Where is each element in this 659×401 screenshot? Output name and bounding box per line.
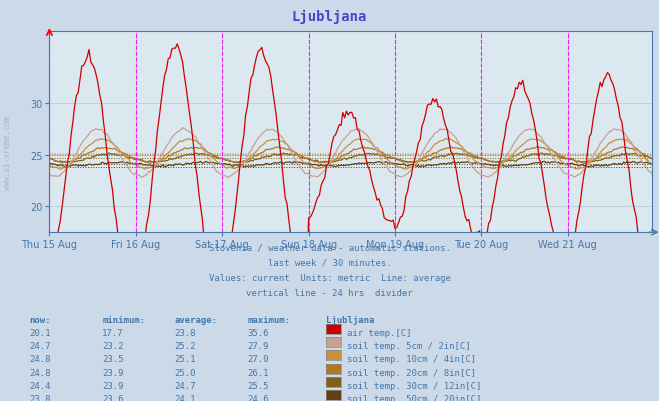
Text: soil temp. 30cm / 12in[C]: soil temp. 30cm / 12in[C]: [347, 381, 482, 390]
Text: 27.0: 27.0: [247, 354, 269, 363]
Text: 24.8: 24.8: [30, 354, 51, 363]
Text: 23.9: 23.9: [102, 368, 124, 377]
Text: 23.9: 23.9: [102, 381, 124, 390]
Text: 25.5: 25.5: [247, 381, 269, 390]
Text: 24.7: 24.7: [175, 381, 196, 390]
Text: Ljubljana: Ljubljana: [292, 10, 367, 24]
Text: 25.1: 25.1: [175, 354, 196, 363]
Text: average:: average:: [175, 315, 217, 324]
Text: soil temp. 50cm / 20in[C]: soil temp. 50cm / 20in[C]: [347, 394, 482, 401]
Text: 25.0: 25.0: [175, 368, 196, 377]
Text: 26.1: 26.1: [247, 368, 269, 377]
Text: 24.7: 24.7: [30, 341, 51, 350]
Text: www.si-vreme.com: www.si-vreme.com: [3, 115, 13, 189]
Text: 27.9: 27.9: [247, 341, 269, 350]
Text: vertical line - 24 hrs  divider: vertical line - 24 hrs divider: [246, 288, 413, 297]
Text: last week / 30 minutes.: last week / 30 minutes.: [268, 258, 391, 267]
Text: 23.8: 23.8: [30, 394, 51, 401]
Text: 24.6: 24.6: [247, 394, 269, 401]
Text: Values: current  Units: metric  Line: average: Values: current Units: metric Line: aver…: [208, 273, 451, 282]
Text: now:: now:: [30, 315, 51, 324]
Text: 17.7: 17.7: [102, 328, 124, 337]
Text: 23.2: 23.2: [102, 341, 124, 350]
Text: 23.6: 23.6: [102, 394, 124, 401]
Text: maximum:: maximum:: [247, 315, 290, 324]
Text: air temp.[C]: air temp.[C]: [347, 328, 412, 337]
Text: soil temp. 5cm / 2in[C]: soil temp. 5cm / 2in[C]: [347, 341, 471, 350]
Text: Slovenia / weather data - automatic stations.: Slovenia / weather data - automatic stat…: [208, 243, 451, 251]
Text: Ljubljana: Ljubljana: [326, 315, 374, 324]
Text: soil temp. 20cm / 8in[C]: soil temp. 20cm / 8in[C]: [347, 368, 476, 377]
Text: 20.1: 20.1: [30, 328, 51, 337]
Text: 24.1: 24.1: [175, 394, 196, 401]
Text: 35.6: 35.6: [247, 328, 269, 337]
Text: soil temp. 10cm / 4in[C]: soil temp. 10cm / 4in[C]: [347, 354, 476, 363]
Text: 24.8: 24.8: [30, 368, 51, 377]
Text: 23.8: 23.8: [175, 328, 196, 337]
Text: 25.2: 25.2: [175, 341, 196, 350]
Text: minimum:: minimum:: [102, 315, 145, 324]
Text: 23.5: 23.5: [102, 354, 124, 363]
Text: 24.4: 24.4: [30, 381, 51, 390]
